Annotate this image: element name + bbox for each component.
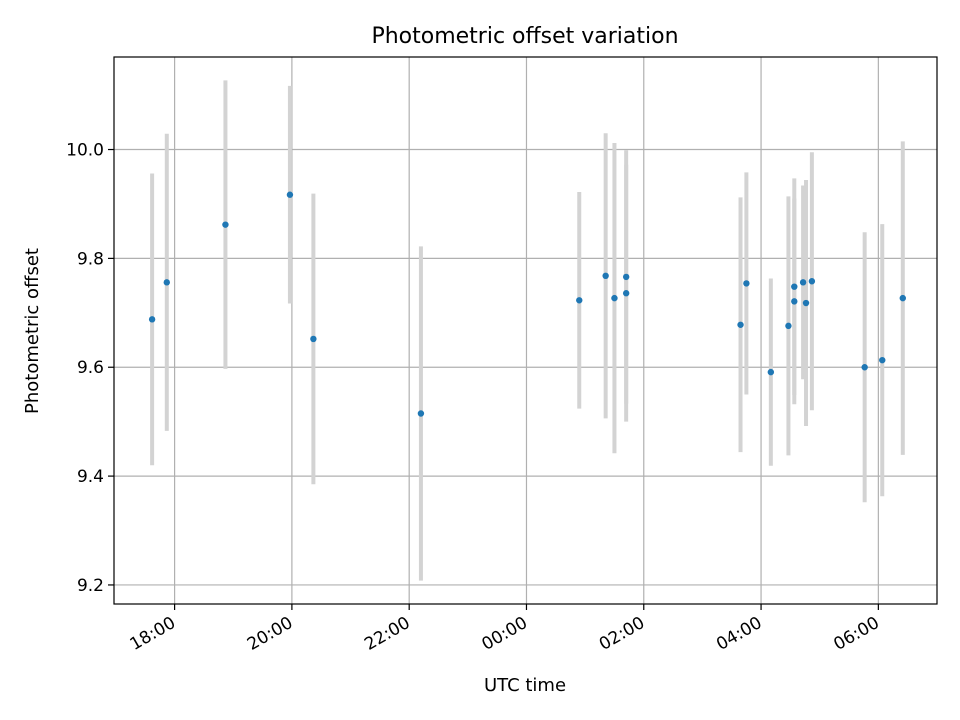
x-tick-label: 00:00 xyxy=(479,613,531,655)
y-tick-label: 9.2 xyxy=(77,576,104,596)
data-point xyxy=(799,279,807,286)
data-point xyxy=(148,316,156,323)
y-tick-label: 9.4 xyxy=(77,467,104,487)
data-point xyxy=(899,294,906,302)
data-points xyxy=(148,191,906,417)
y-tick-label: 10.0 xyxy=(66,141,104,161)
data-point xyxy=(163,279,170,286)
data-point xyxy=(611,294,618,302)
data-point xyxy=(602,272,609,279)
data-point xyxy=(737,321,744,328)
data-point xyxy=(802,299,810,307)
data-point xyxy=(622,273,630,281)
data-point xyxy=(310,335,317,343)
x-tick-label: 20:00 xyxy=(244,613,296,655)
data-point xyxy=(576,297,583,304)
data-point xyxy=(791,298,798,305)
x-tick-label: 18:00 xyxy=(127,613,179,655)
x-axis-ticks: 18:00 20:00 22:00 00:00 02:00 04:00 06:00 xyxy=(127,604,883,655)
data-point xyxy=(622,290,630,297)
data-point xyxy=(791,283,798,290)
data-point xyxy=(222,221,229,228)
data-point xyxy=(417,410,425,417)
x-tick-label: 22:00 xyxy=(361,613,413,655)
y-tick-label: 9.8 xyxy=(77,249,104,269)
y-axis-label: Photometric offset xyxy=(22,248,43,414)
data-point xyxy=(808,278,816,285)
chart-title: Photometric offset variation xyxy=(371,24,678,49)
x-tick-label: 04:00 xyxy=(713,613,765,655)
data-point xyxy=(286,191,294,198)
y-tick-label: 9.6 xyxy=(77,358,104,378)
plot-frame xyxy=(113,56,938,605)
x-tick-label: 06:00 xyxy=(830,613,882,655)
data-point xyxy=(861,364,868,371)
x-tick-label: 02:00 xyxy=(596,613,648,655)
error-bars xyxy=(150,80,905,581)
data-point xyxy=(879,356,886,364)
y-axis-ticks: 9.2 9.4 9.6 9.8 10.0 xyxy=(66,141,114,596)
data-point xyxy=(767,368,775,376)
x-axis-label: UTC time xyxy=(484,675,566,696)
data-point xyxy=(743,280,750,287)
data-point xyxy=(785,322,792,330)
